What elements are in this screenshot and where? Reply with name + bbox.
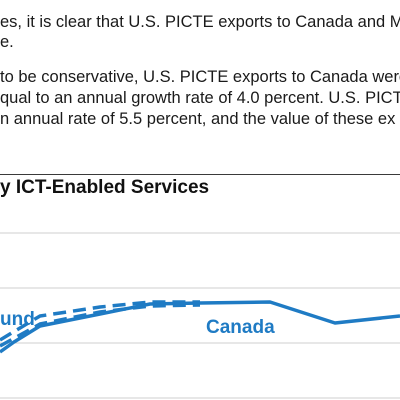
paragraph-line-5: n annual rate of 5.5 percent, and the va… — [0, 110, 396, 128]
series-line-1 — [0, 300, 400, 354]
paragraph-line-1: es, it is clear that U.S. PICTE exports … — [0, 13, 400, 31]
paragraph-line-4: qual to an annual growth rate of 4.0 per… — [0, 89, 400, 107]
series-line-3 — [0, 303, 201, 348]
gridlines — [0, 232, 400, 399]
paragraph-line-3: to be conservative, U.S. PICTE exports t… — [0, 68, 400, 86]
paragraph-line-2: e. — [0, 33, 14, 51]
series-label-bound: und — [0, 309, 35, 330]
series-line-2 — [0, 300, 200, 342]
chart-title: y ICT-Enabled Services — [0, 177, 210, 198]
series-label-canada: Canada — [206, 317, 275, 338]
chart-top-rule — [0, 174, 400, 175]
series-layer — [0, 300, 400, 354]
